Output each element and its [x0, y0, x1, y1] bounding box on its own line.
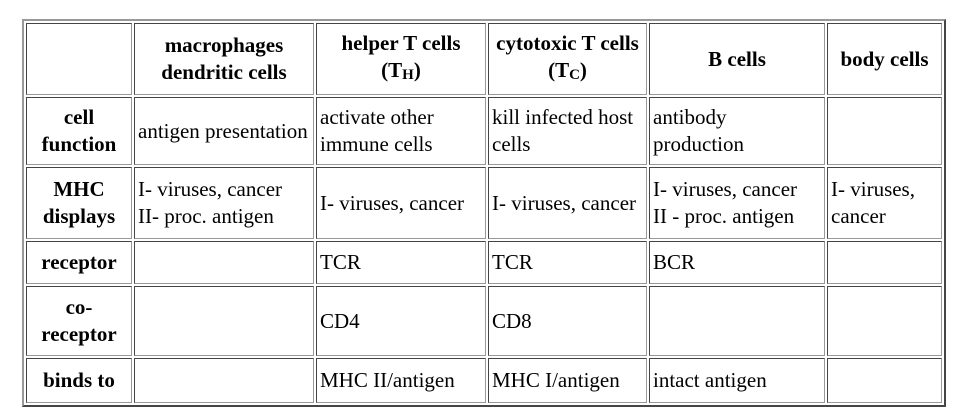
table-cell: antigen presentation	[134, 97, 314, 165]
cell-line: I- viruses, cancer	[138, 177, 283, 201]
table-cell	[134, 358, 314, 403]
table-cell	[827, 241, 942, 284]
table-row: MHC displays I- viruses, cancer II- proc. …	[26, 167, 942, 239]
header-cell: body cells	[827, 23, 942, 95]
cell-line: I- viruses, cancer	[653, 177, 798, 201]
header-text: )	[413, 57, 421, 82]
row-header: receptor	[26, 241, 132, 284]
row-header: co-receptor	[26, 286, 132, 356]
cell-line: II - proc. antigen	[653, 204, 795, 228]
table-cell: kill infected host cells	[488, 97, 647, 165]
table-cell: TCR	[316, 241, 486, 284]
header-text: helper T cells (T	[341, 30, 461, 82]
table-row: cell function antigen presentation activat…	[26, 97, 942, 165]
table-cell: MHC II/antigen	[316, 358, 486, 403]
subscript: C	[569, 66, 580, 83]
table-cell	[134, 241, 314, 284]
table-cell: I- viruses, cancer	[827, 167, 942, 239]
table-cell: intact antigen	[649, 358, 825, 403]
immune-cell-table: macrophages dendritic cells helper T cell…	[22, 19, 946, 407]
table-cell: TCR	[488, 241, 647, 284]
header-text: cytotoxic T cells (T	[496, 30, 639, 82]
table-cell	[827, 286, 942, 356]
table-row: co-receptor CD4 CD8	[26, 286, 942, 356]
subscript: H	[402, 66, 414, 83]
table-cell: CD4	[316, 286, 486, 356]
table-row: binds to MHC II/antigen MHC I/antigen intac…	[26, 358, 942, 403]
header-cell: cytotoxic T cells (TC)	[488, 23, 647, 95]
row-header: binds to	[26, 358, 132, 403]
table-cell: CD8	[488, 286, 647, 356]
header-cell: helper T cells (TH)	[316, 23, 486, 95]
table-cell: I- viruses, cancer	[316, 167, 486, 239]
table-cell	[827, 358, 942, 403]
header-cell	[26, 23, 132, 95]
table-cell	[134, 286, 314, 356]
table-cell: I- viruses, cancer	[488, 167, 647, 239]
table-cell: I- viruses, cancer II - proc. antigen	[649, 167, 825, 239]
header-cell: macrophages dendritic cells	[134, 23, 314, 95]
table-cell: BCR	[649, 241, 825, 284]
table-cell	[827, 97, 942, 165]
row-header: MHC displays	[26, 167, 132, 239]
header-text: )	[579, 57, 587, 82]
table-cell: I- viruses, cancer II- proc. antigen	[134, 167, 314, 239]
header-row: macrophages dendritic cells helper T cell…	[26, 23, 942, 95]
table-cell	[649, 286, 825, 356]
table-cell: MHC I/antigen	[488, 358, 647, 403]
table-body: macrophages dendritic cells helper T cell…	[26, 23, 942, 403]
row-header: cell function	[26, 97, 132, 165]
header-cell: B cells	[649, 23, 825, 95]
table-row: receptor TCR TCR BCR	[26, 241, 942, 284]
table-cell: antibody production	[649, 97, 825, 165]
cell-line: II- proc. antigen	[138, 204, 274, 228]
table-cell: activate other immune cells	[316, 97, 486, 165]
